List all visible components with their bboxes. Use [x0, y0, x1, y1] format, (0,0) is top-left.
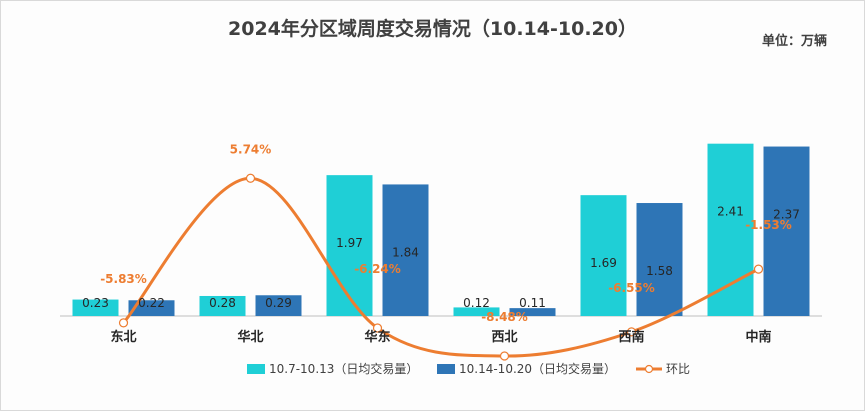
bar-s1-huabei [199, 295, 246, 316]
value-label-s2-xibei: 0.11 [519, 296, 546, 310]
pct-label-dongbei: -5.83% [100, 272, 147, 286]
legend-label-series1: 10.7-10.13（日均交易量） [269, 361, 418, 376]
chart-title: 2024年分区域周度交易情况（10.14-10.20） [228, 18, 637, 40]
value-label-s1-xinan: 1.69 [590, 256, 617, 270]
value-label-s1-huadong: 1.97 [336, 236, 363, 250]
legend-marker-line [644, 364, 654, 374]
trend-marker-huabei [245, 173, 256, 183]
trend-marker-xinan [626, 327, 637, 337]
bar-s2-xinan [636, 203, 683, 316]
value-label-s2-xinan: 1.58 [646, 264, 673, 278]
legend-swatch-series1 [247, 364, 265, 374]
bar-s2-xibei [509, 308, 556, 316]
bar-s1-xinan [580, 195, 627, 316]
value-label-s1-zhongnan: 2.41 [717, 205, 744, 219]
bar-s1-xibei [453, 307, 500, 316]
category-label-zhongnan: 中南 [745, 329, 771, 345]
value-label-s1-xibei: 0.12 [463, 296, 490, 310]
unit-label: 单位：万辆 [761, 34, 827, 49]
pct-label-zhongnan: -1.53% [745, 218, 792, 232]
trend-marker-dongbei [118, 318, 129, 328]
category-label-huabei: 华北 [237, 329, 263, 345]
bar-s2-huadong [382, 184, 429, 316]
pct-label-huadong: -6.24% [354, 262, 401, 276]
category-label-xinan: 西南 [618, 329, 644, 345]
value-label-s1-huabei: 0.28 [209, 296, 236, 310]
trend-marker-xibei [499, 351, 510, 361]
bar-s2-zhongnan [763, 146, 810, 316]
bar-s2-huabei [255, 295, 302, 316]
value-label-s2-huadong: 1.84 [392, 245, 419, 259]
legend-label-series2: 10.14-10.20（日均交易量） [459, 361, 616, 376]
value-label-s1-dongbei: 0.23 [82, 296, 109, 310]
legend-label-line: 环比 [666, 362, 690, 376]
value-label-s2-huabei: 0.29 [265, 296, 292, 310]
trend-marker-zhongnan [753, 264, 764, 274]
pct-label-huabei: 5.74% [230, 142, 272, 156]
bar-s1-zhongnan [707, 143, 754, 316]
pct-label-xibei: -8.48% [481, 310, 528, 324]
trend-marker-huadong [372, 323, 383, 333]
value-label-s2-dongbei: 0.22 [138, 296, 165, 310]
bar-s2-dongbei [128, 300, 175, 316]
value-label-s2-zhongnan: 2.37 [773, 208, 800, 222]
bar-s1-huadong [326, 175, 373, 316]
category-label-dongbei: 东北 [110, 329, 136, 345]
pct-label-xinan: -6.55% [608, 281, 655, 295]
category-label-xibei: 西北 [491, 330, 517, 345]
bar-s1-dongbei [72, 299, 119, 316]
legend-swatch-series2 [437, 364, 455, 374]
category-label-huadong: 华东 [364, 329, 390, 345]
